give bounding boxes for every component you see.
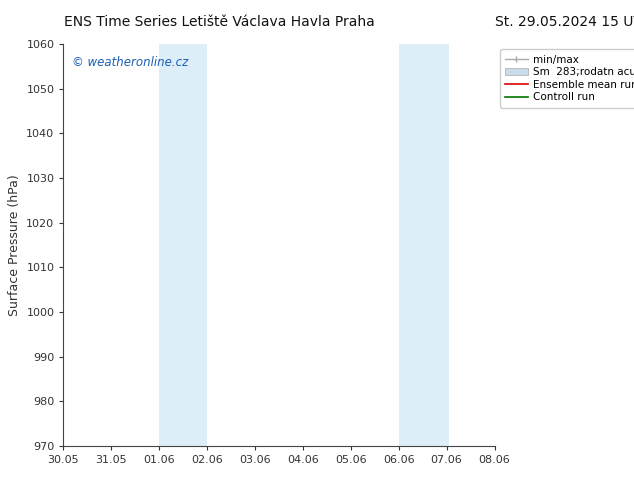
Bar [186,44,207,446]
Text: ENS Time Series Letiště Václava Havla Praha: ENS Time Series Letiště Václava Havla Pr… [64,15,375,29]
Y-axis label: Surface Pressure (hPa): Surface Pressure (hPa) [8,174,21,316]
Text: © weatheronline.cz: © weatheronline.cz [72,56,188,69]
Legend: min/max, Sm  283;rodatn acute; odchylka, Ensemble mean run, Controll run: min/max, Sm 283;rodatn acute; odchylka, … [500,49,634,107]
Bar [425,44,449,446]
Text: St. 29.05.2024 15 UTC: St. 29.05.2024 15 UTC [495,15,634,29]
Bar [159,44,186,446]
Bar [399,44,425,446]
